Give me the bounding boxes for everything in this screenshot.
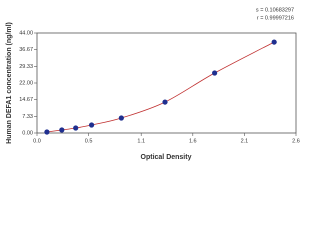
- fit-annotation: s = 0.10683297: [256, 7, 294, 13]
- y-tick-label: 14.67: [19, 97, 33, 103]
- y-tick-label: 7.33: [22, 114, 33, 120]
- plot-frame: [36, 32, 297, 134]
- data-point: [212, 70, 218, 76]
- x-tick-label: 0.5: [85, 138, 93, 144]
- x-tick-label: 1.6: [189, 138, 197, 144]
- data-point: [118, 115, 124, 121]
- x-tick-label: 1.1: [137, 138, 145, 144]
- y-axis-title: Human DEFA1 concentration (ng/ml): [6, 22, 13, 144]
- data-point: [44, 129, 50, 135]
- fit-annotation: r = 0.99997216: [257, 15, 294, 21]
- data-point: [73, 125, 79, 131]
- y-tick-label: 0.00: [22, 130, 33, 136]
- y-tick-label: 36.67: [19, 47, 33, 53]
- chart: Optical Density Human DEFA1 concentratio…: [6, 7, 300, 161]
- data-point: [162, 99, 168, 105]
- y-tick-label: 44.00: [19, 30, 33, 36]
- y-tick-label: 22.00: [19, 80, 33, 86]
- x-tick-label: 0.0: [33, 138, 41, 144]
- data-point: [59, 127, 65, 133]
- data-point: [271, 39, 277, 45]
- x-tick-label: 2.1: [241, 138, 249, 144]
- fit-curve: [46, 41, 275, 133]
- y-tick-label: 29.33: [19, 64, 33, 70]
- data-point: [88, 122, 95, 128]
- x-axis-title: Optical Density: [141, 154, 192, 161]
- x-tick-label: 2.6: [292, 138, 300, 144]
